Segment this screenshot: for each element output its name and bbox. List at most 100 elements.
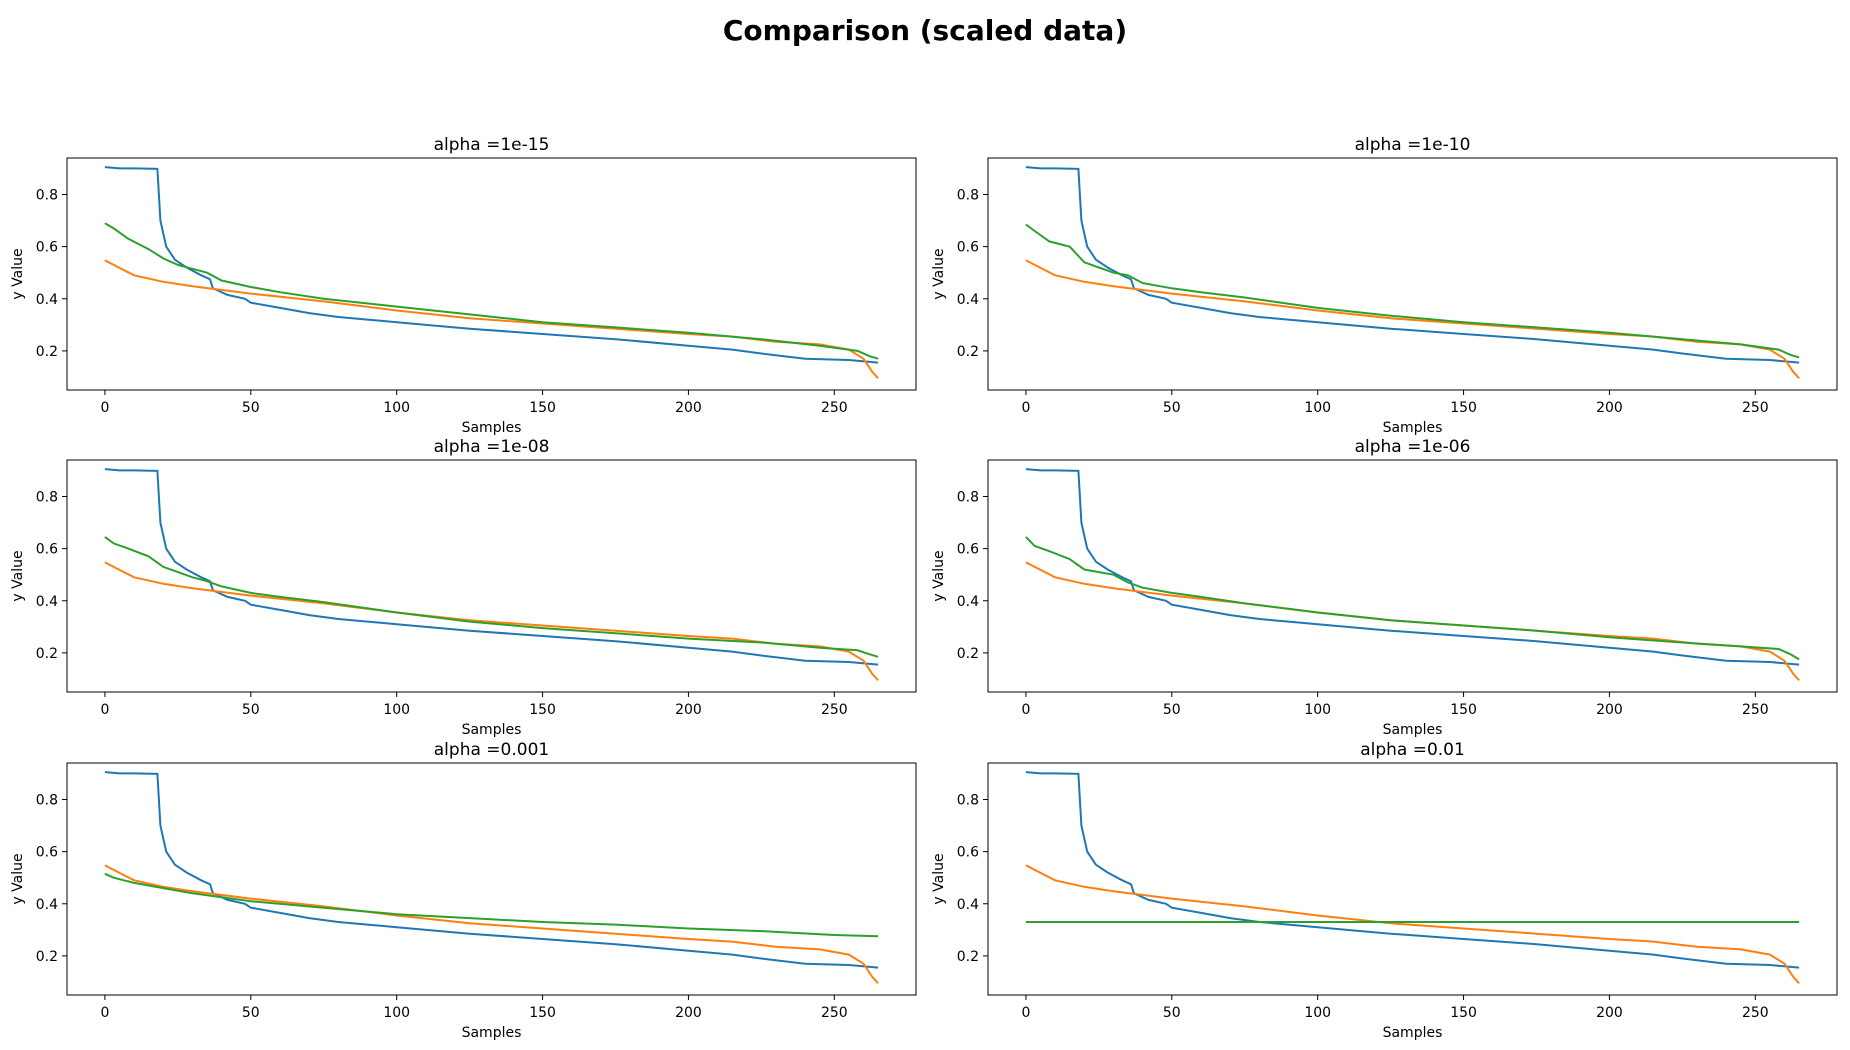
y-tick-label: 0.8 (36, 489, 58, 505)
x-tick-label: 50 (1163, 400, 1181, 416)
series-line-1 (1025, 468, 1800, 666)
y-tick-label: 0.6 (957, 845, 979, 861)
x-tick-label: 150 (529, 400, 556, 416)
x-tick-label: 0 (100, 1005, 109, 1021)
subplot-6: 0 50 100 150 200 250 0.2 0.4 0.6 0.8 alpha =0.01 Sa… (931, 740, 1838, 1041)
y-tick-label: 0.8 (36, 792, 58, 808)
y-tick-label: 0.8 (957, 187, 979, 203)
y-tick-label: 0.8 (36, 187, 58, 203)
axes-frame (987, 157, 1838, 391)
y-tick-label: 0.4 (36, 292, 58, 308)
series-line-3 (1025, 223, 1800, 359)
y-tick-label: 0.6 (957, 542, 979, 558)
subplot-4: 0 50 100 150 200 250 0.2 0.4 0.6 0.8 alpha =1e-06 S… (931, 437, 1838, 738)
x-tick-label: 200 (675, 400, 702, 416)
x-tick-label: 150 (1450, 702, 1477, 718)
series-line-1 (1025, 771, 1800, 969)
x-tick-label: 200 (675, 1005, 702, 1021)
series-line-3 (104, 222, 879, 360)
x-tick-label: 250 (821, 400, 848, 416)
subplot-5: 0 50 100 150 200 250 0.2 0.4 0.6 0.8 alpha =0.001 S… (10, 740, 917, 1041)
x-tick-label: 200 (675, 702, 702, 718)
y-tick-label: 0.2 (36, 646, 58, 662)
series-line-1 (1025, 166, 1800, 364)
x-tick-label: 50 (242, 702, 260, 718)
series-line-2 (1025, 864, 1800, 984)
y-tick-label: 0.2 (36, 344, 58, 360)
x-tick-label: 100 (383, 702, 410, 718)
x-axis-label: Samples (1383, 420, 1443, 436)
x-tick-label: 250 (1742, 400, 1769, 416)
y-tick-label: 0.8 (957, 792, 979, 808)
figure-title: Comparison (scaled data) (722, 14, 1128, 47)
x-tick-label: 50 (1163, 702, 1181, 718)
y-axis-label: y Value (931, 853, 947, 904)
axes-frame (987, 762, 1838, 996)
subplot-title: alpha =1e-10 (1355, 135, 1471, 155)
x-tick-label: 0 (1021, 400, 1030, 416)
x-tick-label: 150 (529, 702, 556, 718)
x-axis-label: Samples (1383, 1025, 1443, 1041)
series-line-1 (104, 166, 879, 364)
axes-frame (66, 762, 917, 996)
x-tick-label: 100 (1304, 1005, 1331, 1021)
y-tick-label: 0.6 (36, 542, 58, 558)
x-tick-label: 100 (383, 400, 410, 416)
y-tick-label: 0.6 (36, 240, 58, 256)
x-tick-label: 250 (1742, 1005, 1769, 1021)
x-tick-label: 250 (1742, 702, 1769, 718)
x-tick-label: 150 (1450, 400, 1477, 416)
series-line-2 (104, 561, 879, 681)
x-tick-label: 0 (100, 702, 109, 718)
y-tick-label: 0.2 (36, 949, 58, 965)
y-axis-label: y Value (10, 550, 26, 601)
x-tick-label: 250 (821, 1005, 848, 1021)
y-tick-label: 0.2 (957, 949, 979, 965)
subplot-title: alpha =1e-06 (1355, 437, 1471, 457)
x-tick-label: 0 (100, 400, 109, 416)
y-axis-label: y Value (10, 853, 26, 904)
x-tick-label: 150 (529, 1005, 556, 1021)
x-axis-label: Samples (462, 420, 522, 436)
series-line-3 (104, 872, 879, 938)
y-tick-label: 0.2 (957, 344, 979, 360)
x-tick-label: 100 (1304, 702, 1331, 718)
x-axis-label: Samples (462, 722, 522, 738)
y-tick-label: 0.2 (957, 646, 979, 662)
series-line-1 (104, 771, 879, 969)
x-tick-label: 50 (242, 400, 260, 416)
axes-frame (66, 459, 917, 693)
series-line-3 (104, 536, 879, 658)
series-line-2 (104, 259, 879, 379)
x-tick-label: 50 (1163, 1005, 1181, 1021)
axes-frame (987, 459, 1838, 693)
x-tick-label: 250 (821, 702, 848, 718)
subplot-title: alpha =0.001 (434, 740, 549, 760)
x-axis-label: Samples (1383, 722, 1443, 738)
subplot-title: alpha =1e-08 (434, 437, 550, 457)
y-tick-label: 0.6 (36, 845, 58, 861)
y-tick-label: 0.4 (36, 897, 58, 913)
x-tick-label: 100 (1304, 400, 1331, 416)
y-tick-label: 0.8 (957, 489, 979, 505)
x-tick-label: 0 (1021, 702, 1030, 718)
x-tick-label: 0 (1021, 1005, 1030, 1021)
subplot-3: 0 50 100 150 200 250 0.2 0.4 0.6 0.8 alpha =1e-08 S… (10, 437, 917, 738)
y-tick-label: 0.4 (957, 594, 979, 610)
y-axis-label: y Value (931, 248, 947, 299)
x-tick-label: 150 (1450, 1005, 1477, 1021)
x-tick-label: 50 (242, 1005, 260, 1021)
y-tick-label: 0.4 (957, 292, 979, 308)
series-line-2 (104, 864, 879, 984)
subplot-1: 0 50 100 150 200 250 0.2 0.4 0.6 0.8 alpha =1e-15 S… (10, 135, 917, 436)
x-axis-label: Samples (462, 1025, 522, 1041)
x-tick-label: 200 (1596, 1005, 1623, 1021)
x-tick-label: 100 (383, 1005, 410, 1021)
y-tick-label: 0.4 (36, 594, 58, 610)
y-axis-label: y Value (931, 550, 947, 601)
y-tick-label: 0.4 (957, 897, 979, 913)
y-axis-label: y Value (10, 248, 26, 299)
series-line-1 (104, 468, 879, 666)
subplot-title: alpha =1e-15 (434, 135, 550, 155)
